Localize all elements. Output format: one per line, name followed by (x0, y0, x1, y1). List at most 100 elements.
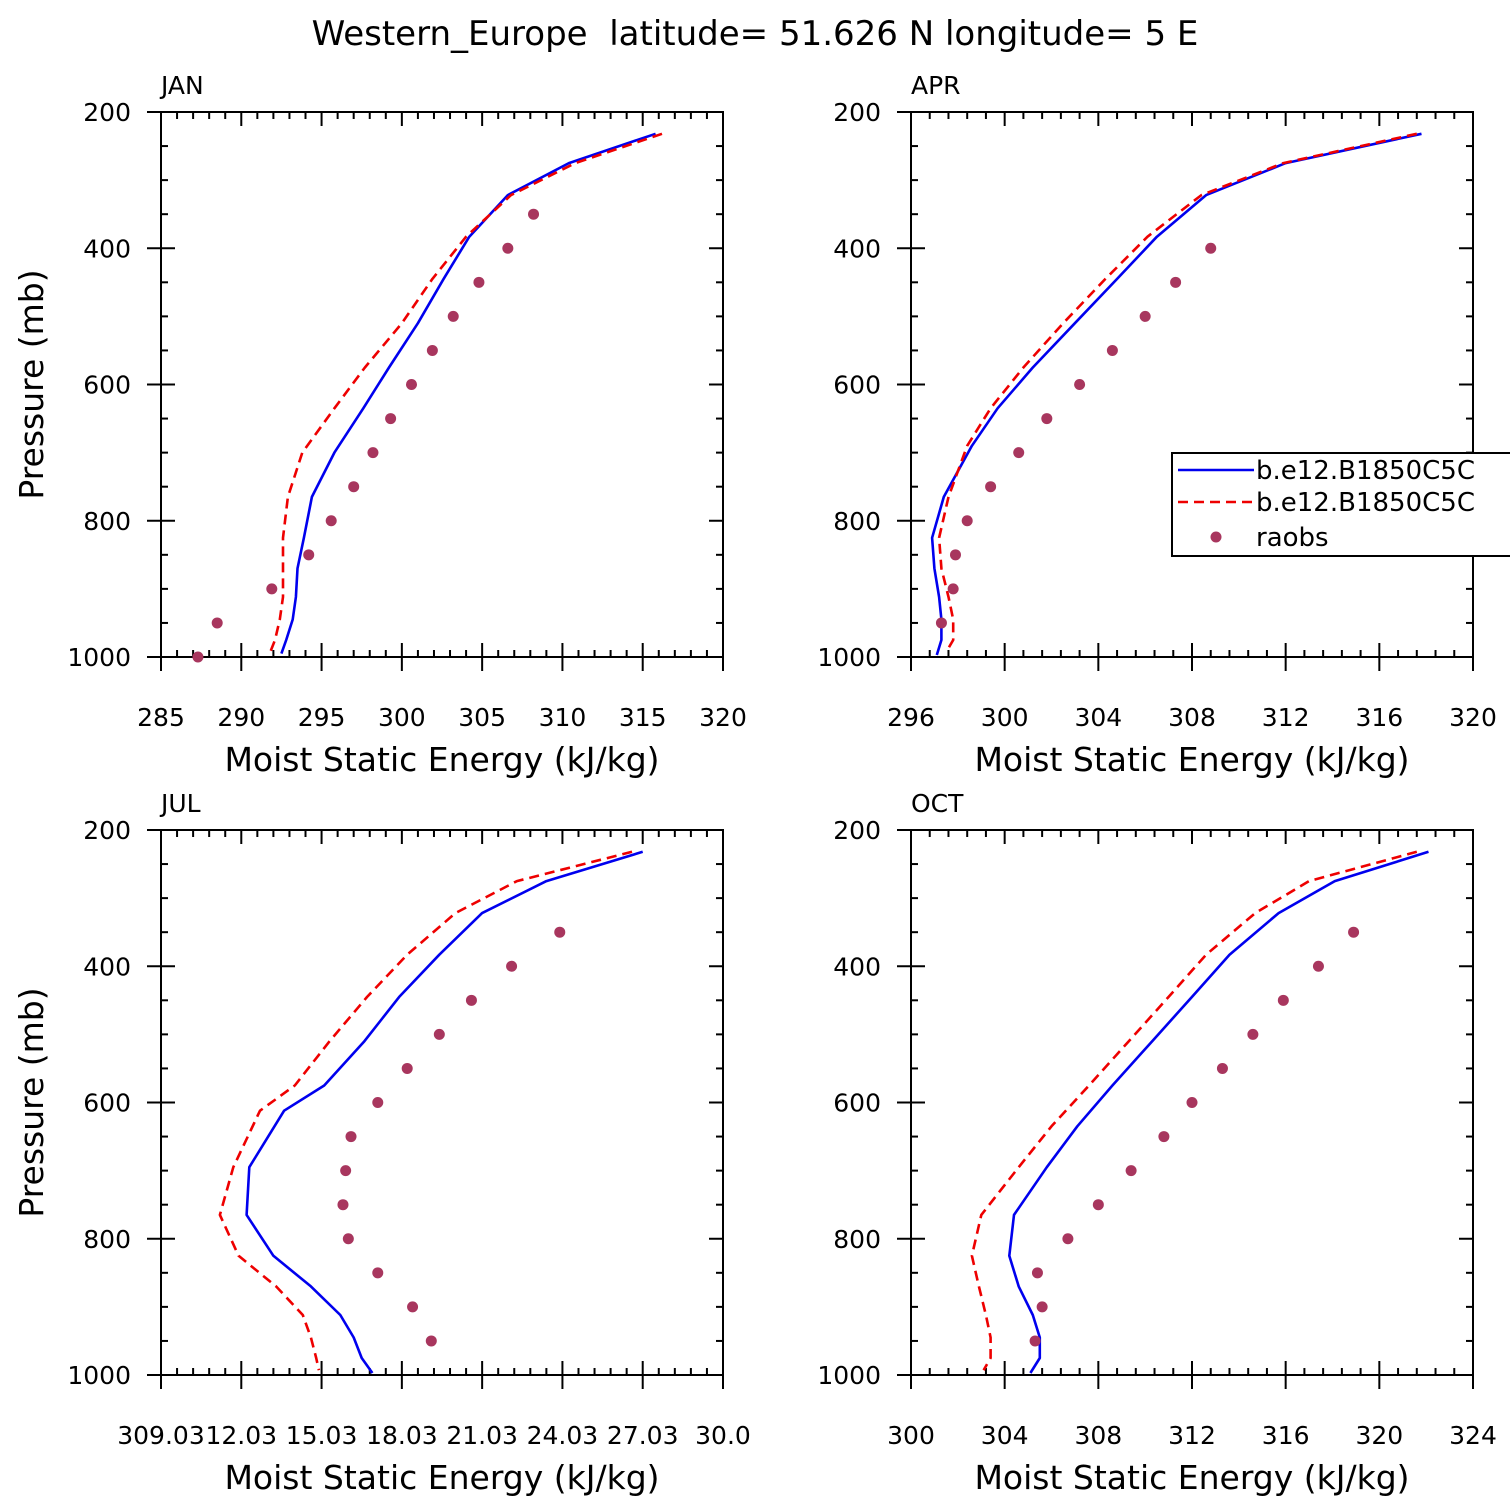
x-tick-label: 15.03 (286, 1421, 358, 1450)
obs-point (1031, 1267, 1043, 1279)
x-tick-label: 295 (298, 703, 346, 732)
obs-point (1092, 1199, 1104, 1211)
obs-point (935, 617, 947, 629)
x-axis-label: Moist Static Energy (kJ/kg) (974, 1458, 1409, 1497)
legend-label: b.e12.B1850C5C (1256, 488, 1475, 518)
obs-point (1041, 413, 1053, 425)
obs-point (502, 242, 514, 254)
x-tick-label: 315 (619, 703, 667, 732)
x-tick-label: 285 (137, 703, 185, 732)
obs-point (506, 960, 518, 972)
y-tick-label: 200 (833, 816, 881, 845)
obs-point (1029, 1335, 1041, 1347)
x-tick-label: 316 (1262, 1421, 1310, 1450)
obs-point (1125, 1165, 1137, 1177)
y-tick-label: 600 (83, 371, 131, 400)
y-axis-label: Pressure (mb) (12, 269, 51, 499)
x-tick-label: 310 (539, 703, 587, 732)
series-group (970, 850, 1429, 1374)
x-axis-label: Moist Static Energy (kJ/kg) (224, 1458, 659, 1497)
x-tick-label: 305 (458, 703, 506, 732)
x-axis-label: Moist Static Energy (kJ/kg) (974, 740, 1409, 779)
x-tick-label: 290 (217, 703, 265, 732)
panel-label: JAN (159, 71, 204, 100)
y-tick-label: 200 (83, 816, 131, 845)
x-tick-label: 18.03 (366, 1421, 438, 1450)
obs-point (407, 1301, 419, 1313)
obs-point (433, 1028, 445, 1040)
legend-label: raobs (1256, 523, 1329, 553)
x-tick-label: 308 (1168, 703, 1216, 732)
obs-point (1036, 1301, 1048, 1313)
x-tick-label: 320 (1355, 1421, 1403, 1450)
plot-frame (910, 111, 1474, 658)
series-line-dashed (937, 132, 1418, 653)
y-tick-label: 200 (833, 98, 881, 127)
panel-label: APR (911, 71, 961, 100)
y-axis-label: Pressure (mb) (12, 987, 51, 1217)
x-tick-label: 320 (699, 703, 747, 732)
legend-label: b.e12.B1850C5C (1256, 456, 1475, 486)
figure-title: Western_Europe latitude= 51.626 N longit… (312, 14, 1199, 54)
obs-point (1106, 344, 1118, 356)
y-tick-label: 1000 (817, 1361, 881, 1390)
obs-point (405, 379, 417, 390)
obs-point (1312, 960, 1324, 972)
x-tick-label: 324 (1449, 1421, 1497, 1450)
x-tick-label: 27.03 (607, 1421, 679, 1450)
series-line-dashed (268, 132, 663, 653)
x-tick-label: 24.03 (527, 1421, 599, 1450)
obs-point (1277, 994, 1289, 1006)
y-tick-label: 400 (83, 234, 131, 263)
y-tick-label: 400 (833, 234, 881, 263)
y-tick-label: 600 (833, 371, 881, 400)
obs-point (1186, 1097, 1198, 1108)
x-tick-label: 316 (1355, 703, 1403, 732)
chart-panel-jan: 200 400 600 800 1000 285 290 295 300 305 310 315 320… (12, 71, 747, 779)
x-tick-label: 304 (1074, 703, 1122, 732)
obs-point (961, 515, 973, 527)
obs-point (325, 515, 337, 527)
y-tick-label: 600 (833, 1089, 881, 1118)
obs-point (266, 583, 278, 595)
x-tick-label: 296 (887, 703, 935, 732)
y-tick-label: 800 (83, 507, 131, 536)
y-tick-label: 400 (83, 952, 131, 981)
obs-point (1139, 310, 1151, 322)
x-tick-label: 30.0 (695, 1421, 751, 1450)
obs-point (401, 1062, 413, 1074)
y-tick-label: 200 (83, 98, 131, 127)
panel-label: JUL (159, 789, 201, 818)
obs-point (985, 481, 997, 493)
obs-point (303, 549, 315, 561)
series-group (930, 132, 1422, 656)
obs-point (1062, 1233, 1074, 1245)
obs-point (426, 344, 438, 356)
obs-point (345, 1131, 357, 1143)
obs-point (425, 1335, 437, 1347)
obs-point (372, 1097, 384, 1108)
x-tick-label: 21.03 (446, 1421, 518, 1450)
obs-point (947, 583, 959, 595)
x-tick-label: 320 (1449, 703, 1497, 732)
x-tick-label: 309.03 (117, 1421, 204, 1450)
obs-point (1205, 242, 1217, 254)
series-group (268, 132, 663, 655)
obs-point (340, 1165, 352, 1177)
x-tick-label: 308 (1074, 1421, 1122, 1450)
obs-point (372, 1267, 384, 1279)
y-tick-label: 800 (833, 507, 881, 536)
obs-point (385, 413, 397, 425)
legend-marker-dot (1210, 531, 1222, 543)
series-line-solid (245, 850, 644, 1374)
chart-panel-apr: 200 400 600 800 1000 296 300 304 308 312 316 320 APR… (817, 71, 1496, 779)
obs-point (1074, 379, 1086, 390)
x-tick-label: 12.03 (205, 1421, 277, 1450)
series-line-solid (930, 132, 1422, 656)
y-tick-label: 800 (83, 1225, 131, 1254)
obs-point (367, 447, 379, 459)
obs-point (1158, 1131, 1170, 1143)
obs-point (1013, 447, 1025, 459)
